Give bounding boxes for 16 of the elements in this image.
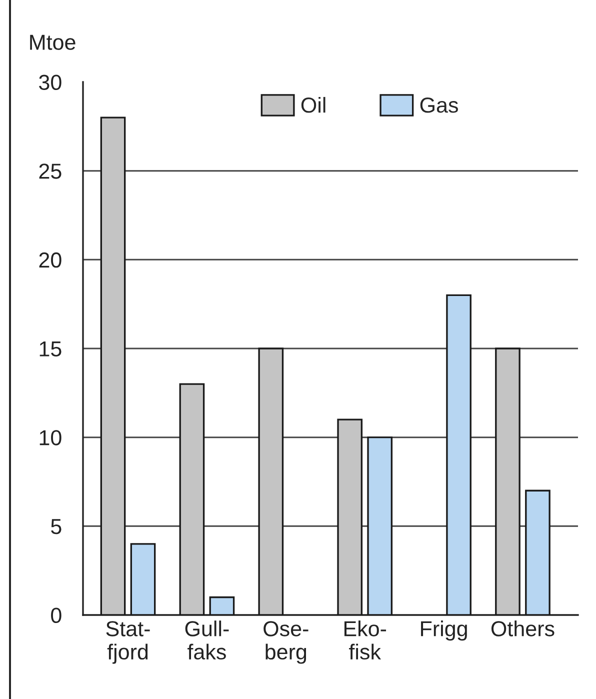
y-tick-label: 30 [39,74,62,90]
x-tick-label: Frigg [421,620,467,641]
y-tick-label: 25 [39,164,62,179]
y-tick-label: 15 [40,341,62,357]
x-tick-label: Others [491,620,554,636]
y-tick-label: 20 [39,252,62,268]
y-tick-label: 10 [40,430,62,446]
y-tick-label: 0 [51,608,62,624]
legend-label: Oil [301,96,326,113]
x-tick-label: Eko- fisk [344,620,386,660]
x-tick-label: Ose- berg [264,621,308,664]
x-tick-label: Gull- faks [185,620,229,660]
y-tick-label: 5 [51,519,62,534]
y-axis-title: Mtoe [30,34,76,50]
legend-label: Gas [420,98,458,113]
x-tick-label: Stat- fjord [106,621,150,664]
